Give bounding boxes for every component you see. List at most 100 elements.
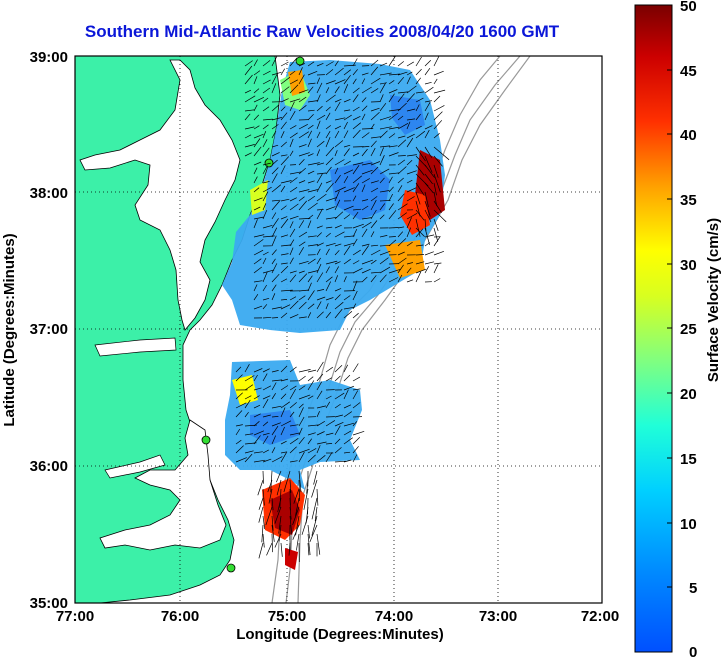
velocity-arrow [352, 208, 362, 211]
velocity-arrow [406, 241, 413, 247]
velocity-arrow [262, 414, 271, 418]
velocity-arrow [334, 125, 342, 130]
velocity-arrow [298, 189, 310, 193]
velocity-arrow [280, 312, 288, 319]
velocity-arrow [307, 275, 313, 283]
velocity-arrow [352, 106, 360, 112]
velocity-arrow [325, 260, 338, 265]
velocity-arrow [325, 125, 332, 130]
velocity-arrow [311, 479, 318, 498]
velocity-arrow [289, 110, 296, 121]
velocity-arrow [271, 83, 277, 94]
velocity-arrow [370, 59, 379, 67]
velocity-arrow [253, 104, 258, 112]
velocity-arrow [253, 395, 260, 400]
velocity-arrow [325, 146, 335, 157]
velocity-arrow [258, 497, 264, 510]
velocity-arrow [271, 435, 277, 445]
velocity-arrow [268, 488, 273, 504]
velocity-arrow [406, 262, 413, 265]
velocity-arrow [361, 169, 373, 175]
velocity-arrow [280, 420, 292, 427]
velocity-arrow [325, 395, 332, 400]
velocity-arrow [298, 479, 301, 502]
velocity-arrow [334, 60, 339, 67]
velocity-arrow [307, 70, 318, 76]
velocity-arrow [316, 182, 323, 193]
velocity-arrow [388, 112, 399, 121]
velocity-arrow [415, 104, 420, 112]
velocity-arrow [271, 152, 280, 157]
velocity-arrow [293, 488, 300, 504]
velocity-arrow [352, 78, 357, 85]
velocity-arrow [325, 180, 332, 184]
velocity-arrow [415, 125, 422, 130]
velocity-arrow [370, 140, 377, 148]
velocity-arrow [424, 234, 435, 238]
velocity-arrow [244, 399, 251, 409]
velocity-arrow [262, 130, 267, 139]
velocity-arrow [370, 199, 377, 211]
velocity-arrow [334, 288, 342, 292]
velocity-arrow [325, 157, 334, 166]
velocity-arrow [271, 73, 278, 85]
velocity-arrow [397, 231, 404, 238]
velocity-arrow [307, 86, 314, 94]
velocity-arrow [406, 121, 411, 130]
velocity-arrow [316, 193, 327, 202]
velocity-arrow [262, 118, 273, 121]
velocity-arrow [397, 71, 408, 76]
velocity-arrow [271, 524, 275, 542]
velocity-arrow [307, 180, 315, 184]
velocity-arrow [262, 395, 271, 400]
velocity-arrow [280, 393, 287, 400]
velocity-arrow [352, 228, 358, 238]
velocity-arrow [235, 439, 242, 445]
velocity-arrow [301, 515, 309, 535]
velocity-arrow [262, 435, 269, 445]
velocity-arrow [271, 306, 282, 310]
velocity-arrow [433, 173, 441, 193]
velocity-arrow [433, 133, 440, 139]
velocity-arrow [313, 470, 318, 485]
velocity-arrow [298, 220, 305, 229]
velocity-arrow [289, 228, 296, 238]
velocity-arrow [343, 385, 355, 391]
velocity-arrow [406, 85, 417, 94]
velocity-arrow [433, 70, 444, 76]
velocity-arrow [280, 68, 286, 76]
velocity-arrow [316, 311, 324, 319]
velocity-arrow [316, 62, 324, 67]
velocity-arrow [415, 209, 425, 221]
velocity-arrow [280, 278, 288, 283]
velocity-arrow [280, 299, 288, 301]
velocity-arrow [433, 56, 440, 67]
velocity-arrow [253, 430, 265, 436]
velocity-arrow [379, 244, 391, 247]
velocity-arrow [289, 150, 294, 157]
velocity-arrow [397, 76, 405, 85]
river [94, 337, 177, 357]
velocity-arrow [325, 452, 333, 463]
velocity-arrow [433, 209, 447, 223]
velocity-arrow [298, 89, 309, 94]
velocity-arrow [253, 404, 261, 409]
velocity-arrow [406, 279, 414, 283]
velocity-arrow [352, 162, 364, 166]
velocity-arrow [235, 392, 243, 400]
velocity-arrow [280, 401, 291, 409]
velocity-arrow [379, 116, 392, 121]
velocity-arrow [280, 141, 288, 148]
velocity-arrow [262, 284, 267, 292]
velocity-arrow [307, 170, 315, 175]
velocity-arrow [271, 293, 276, 301]
velocity-arrow [298, 231, 308, 238]
x-tick-label: 73:00 [479, 608, 517, 625]
velocity-arrow [325, 401, 331, 409]
y-tick-label: 39:00 [30, 49, 68, 66]
velocity-arrow [343, 69, 352, 76]
velocity-arrow [433, 182, 437, 196]
velocity-arrow [361, 268, 371, 274]
velocity-arrow [244, 453, 253, 463]
velocity-arrow [235, 428, 241, 436]
